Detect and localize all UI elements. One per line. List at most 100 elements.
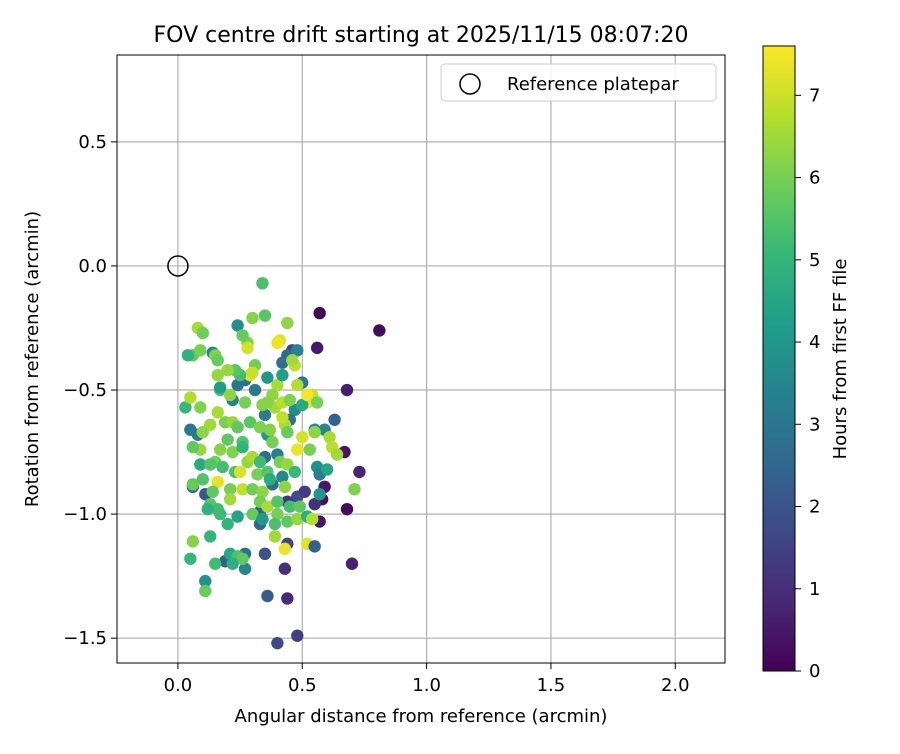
data-point	[201, 502, 214, 516]
colorbar-tick-label: 4	[809, 332, 820, 353]
data-point	[291, 344, 304, 357]
data-point	[261, 371, 274, 384]
data-point	[271, 495, 284, 508]
data-point	[291, 443, 304, 456]
data-point	[248, 383, 262, 397]
data-point	[308, 540, 321, 553]
data-point	[258, 408, 272, 422]
data-point	[320, 463, 334, 476]
data-point	[306, 512, 319, 526]
data-point	[271, 378, 284, 392]
data-point	[340, 383, 354, 397]
data-point	[231, 319, 244, 332]
data-point	[221, 517, 234, 531]
data-point	[271, 336, 284, 350]
data-point	[353, 465, 366, 479]
plot-frame	[116, 54, 726, 664]
data-point	[258, 547, 272, 561]
data-point	[291, 629, 304, 642]
data-point	[328, 413, 341, 426]
data-point	[211, 354, 224, 367]
data-point	[256, 485, 269, 498]
legend-reference-icon	[459, 73, 481, 95]
data-point	[283, 393, 297, 407]
data-point	[238, 396, 252, 409]
data-point	[243, 416, 257, 429]
y-tick-label: −0.5	[63, 380, 107, 401]
data-point	[186, 440, 200, 454]
y-tick-label: −1.5	[63, 628, 107, 649]
data-point	[221, 363, 234, 377]
data-point	[276, 470, 289, 484]
data-point	[281, 426, 294, 439]
data-point	[345, 557, 359, 570]
data-point	[283, 500, 297, 513]
data-point	[216, 460, 229, 474]
data-point	[261, 500, 274, 513]
chart-title: FOV centre drift starting at 2025/11/15 …	[154, 23, 689, 48]
data-point	[206, 485, 219, 498]
data-point	[261, 589, 274, 603]
data-point	[233, 465, 247, 479]
data-point	[236, 552, 249, 565]
data-point	[199, 584, 212, 598]
data-point	[256, 277, 269, 290]
data-point	[340, 502, 354, 516]
data-point	[246, 311, 259, 325]
data-point	[348, 483, 361, 496]
colorbar-tick-label: 1	[809, 579, 820, 600]
colorbar: 0 1 2 3 4 5 6 7 Hours from first FF file	[762, 45, 851, 682]
data-point	[293, 500, 306, 513]
data-point	[236, 440, 249, 454]
data-point	[291, 512, 304, 526]
data-point	[253, 421, 267, 434]
legend: Reference platepar	[440, 63, 717, 102]
colorbar-ticks: 0 1 2 3 4 5 6 7	[795, 85, 820, 682]
y-tick-label: 0.0	[78, 256, 107, 277]
data-point	[313, 306, 326, 320]
data-point	[181, 349, 195, 362]
data-point	[226, 445, 239, 459]
data-point	[278, 562, 292, 575]
data-point	[223, 483, 237, 496]
data-point	[179, 401, 192, 414]
data-point	[236, 329, 249, 342]
y-tick-label: −1.0	[63, 504, 107, 525]
data-point	[276, 368, 289, 382]
data-point	[223, 493, 237, 506]
data-point	[276, 411, 289, 424]
data-point	[246, 507, 259, 521]
x-tick-label: 0.5	[288, 675, 317, 696]
data-point	[194, 458, 207, 471]
x-tick-label: 1.0	[412, 675, 441, 696]
data-point	[281, 515, 294, 528]
data-point	[186, 478, 200, 491]
data-point	[310, 341, 324, 355]
data-point	[281, 592, 294, 605]
colorbar-tick-label: 0	[809, 661, 820, 682]
legend-box	[440, 63, 717, 102]
data-point	[263, 473, 277, 486]
colorbar-tick-label: 2	[809, 497, 820, 518]
y-axis-ticks: −1.5 −1.0 −0.5 0.0 0.5	[63, 132, 117, 649]
colorbar-tick-label: 7	[809, 85, 820, 106]
data-point	[296, 398, 309, 412]
data-point	[199, 574, 212, 588]
data-point	[278, 542, 292, 556]
data-point	[323, 430, 336, 444]
data-point	[194, 401, 207, 414]
data-point	[211, 368, 224, 382]
data-point	[298, 485, 311, 498]
data-point	[241, 341, 254, 355]
data-point	[213, 507, 227, 521]
data-point	[184, 552, 197, 565]
scatter-points	[179, 277, 386, 650]
data-point	[211, 475, 224, 489]
data-point	[246, 366, 259, 379]
colorbar-gradient	[762, 45, 796, 672]
data-point	[211, 406, 224, 419]
data-point	[291, 378, 304, 392]
data-point	[373, 324, 386, 337]
data-point	[281, 316, 294, 330]
